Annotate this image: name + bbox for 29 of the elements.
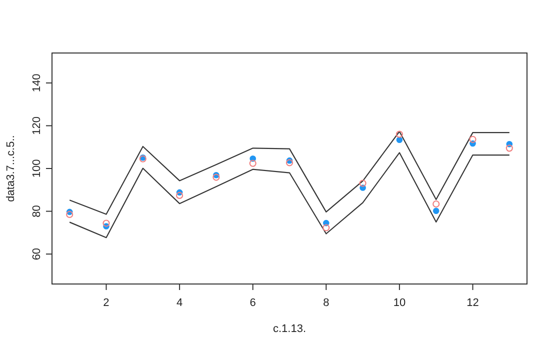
line-series [69,130,510,215]
point [322,224,330,232]
y-tick-label: 60 [31,248,43,260]
x-axis-title: c.1.13. [272,323,306,335]
x-tick-label: 10 [393,297,406,309]
point [212,174,220,181]
y-tick-label: 80 [31,205,43,218]
x-tick-label: 6 [250,297,256,309]
point [102,220,110,227]
x-tick-label: 12 [466,297,479,309]
point [396,130,404,138]
point [286,159,294,166]
point [432,208,440,214]
x-tick-label: 4 [176,297,183,309]
x-tick-label: 8 [323,297,330,309]
y-tick-label: 140 [31,74,43,92]
point [359,180,366,187]
x-tick-label: 2 [103,297,110,309]
y-axis-title: data3.7...c.5.. [5,135,17,202]
point [396,136,403,143]
point [66,210,74,218]
y-tick-label: 120 [31,116,43,135]
point [506,144,513,152]
line-series [69,152,510,238]
point [432,200,440,208]
y-tick-label: 100 [31,159,43,178]
point [249,160,256,167]
point [469,136,476,143]
point [176,192,184,199]
